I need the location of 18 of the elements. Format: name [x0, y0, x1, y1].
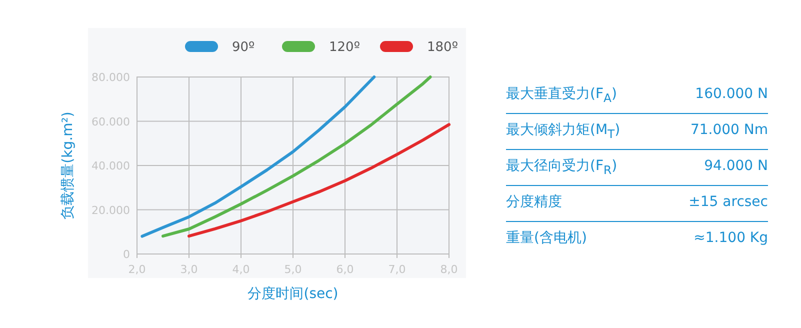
category-label: 最大垂直受力(F$_{A}$): [506, 85, 617, 107]
text: 94.000 N: [704, 157, 768, 176]
category-label: 分度精度: [506, 193, 562, 212]
line-series: [140, 76, 376, 238]
x-axis-title: 分度时间(sec): [248, 286, 338, 302]
text: ≈1.100 Kg: [694, 229, 768, 248]
line-series: [162, 76, 432, 238]
text: ±15 arcsec: [688, 193, 768, 212]
category-label: 最大倾斜力矩(M$_{T}$): [506, 121, 620, 143]
text: 71.000 Nm: [690, 121, 768, 140]
legend-label: 90º: [232, 40, 255, 55]
category-label: 最大径向受力(F$_{R}$): [506, 157, 618, 179]
line-series: [188, 123, 450, 238]
legend-label: 180º: [427, 40, 458, 55]
text: 160.000 N: [695, 85, 768, 104]
legend-label: 120º: [329, 40, 360, 55]
y-axis-title: 负载惯量(kg.m²): [60, 112, 76, 220]
category-label: 重量(含电机): [506, 229, 587, 248]
